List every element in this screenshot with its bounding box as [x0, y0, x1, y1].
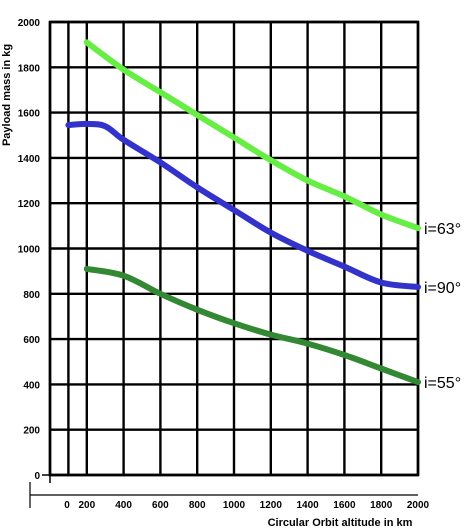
- series-label-1: i=90°: [424, 280, 461, 297]
- x-tick-label: 2000: [407, 500, 430, 511]
- y-tick-label: 1600: [18, 109, 41, 120]
- x-tick-label: 1400: [296, 500, 319, 511]
- series-line-0: [83, 39, 421, 232]
- y-tick-label: 0: [34, 471, 40, 482]
- series-line-2: [83, 265, 421, 386]
- y-axis-title: Payload mass in kg: [1, 44, 13, 146]
- tick-labels: 0 200 400 600 800 1000 1200 1400 1600 1800 2000 0 20…: [18, 18, 430, 511]
- x-tick-label: 800: [189, 500, 206, 511]
- x-tick-label: 1200: [260, 500, 283, 511]
- x-tick-label: 400: [115, 500, 132, 511]
- x-tick-label: 1600: [333, 500, 356, 511]
- axes: [29, 20, 420, 508]
- y-tick-label: 1400: [18, 154, 41, 165]
- y-tick-label: 2000: [18, 18, 41, 29]
- grid: [48, 20, 420, 477]
- y-tick-label: 1800: [18, 63, 41, 74]
- x-tick-label: 0: [64, 500, 70, 511]
- series-label-0: i=63°: [424, 221, 461, 238]
- y-tick-label: 400: [23, 380, 40, 391]
- plot-frame: [48, 20, 420, 477]
- x-tick-label: 200: [78, 500, 95, 511]
- x-tick-label: 600: [152, 500, 169, 511]
- series-label-2: i=55°: [424, 375, 461, 392]
- series-lines: [65, 39, 421, 386]
- y-tick-label: 600: [23, 335, 40, 346]
- y-tick-label: 200: [23, 426, 40, 437]
- y-tick-label: 1000: [18, 245, 41, 256]
- series-labels: i=63° i=90° i=55°: [424, 221, 461, 392]
- x-axis-title: Circular Orbit altitude in km: [268, 517, 413, 529]
- series-line-1: [65, 120, 421, 290]
- x-tick-label: 1800: [370, 500, 393, 511]
- y-tick-label: 1200: [18, 199, 41, 210]
- x-tick-label: 1000: [223, 500, 246, 511]
- y-tick-label: 800: [23, 290, 40, 301]
